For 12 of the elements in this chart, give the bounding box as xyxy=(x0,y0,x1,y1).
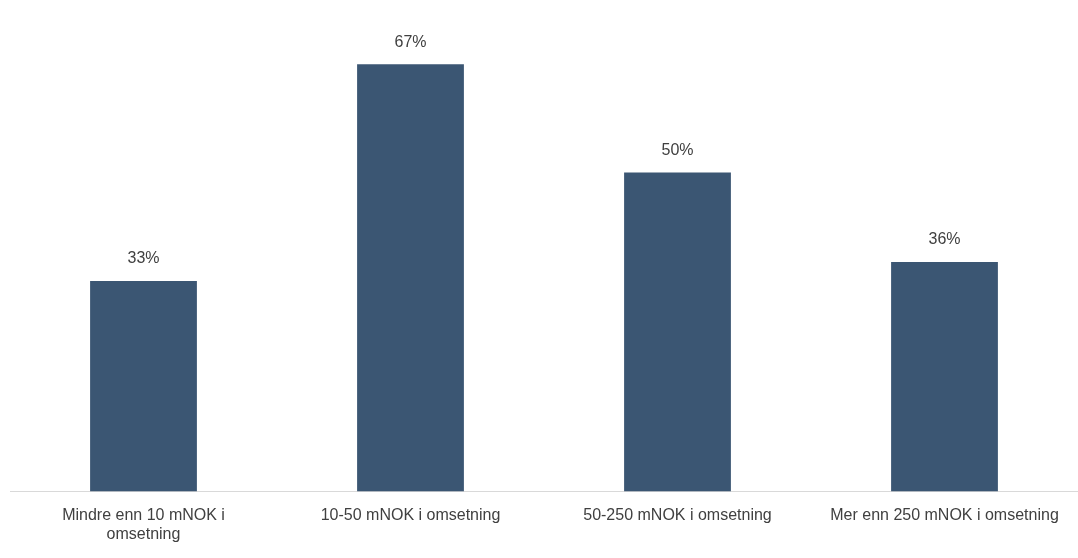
bar xyxy=(624,172,731,492)
x-tick-label: 10-50 mNOK i omsetning xyxy=(320,505,501,523)
data-label: 67% xyxy=(394,32,427,50)
x-tick-label: 50-250 mNOK i omsetning xyxy=(583,505,772,523)
bar xyxy=(90,281,197,492)
bar xyxy=(357,64,464,492)
data-label: 50% xyxy=(661,141,694,159)
data-label: 36% xyxy=(928,230,961,248)
bar xyxy=(891,261,998,492)
x-tick-label: Mer enn 250 mNOK i omsetning xyxy=(830,505,1059,523)
data-label: 33% xyxy=(127,249,160,267)
x-tick-label: Mindre enn 10 mNOK i omsetning xyxy=(62,505,225,542)
